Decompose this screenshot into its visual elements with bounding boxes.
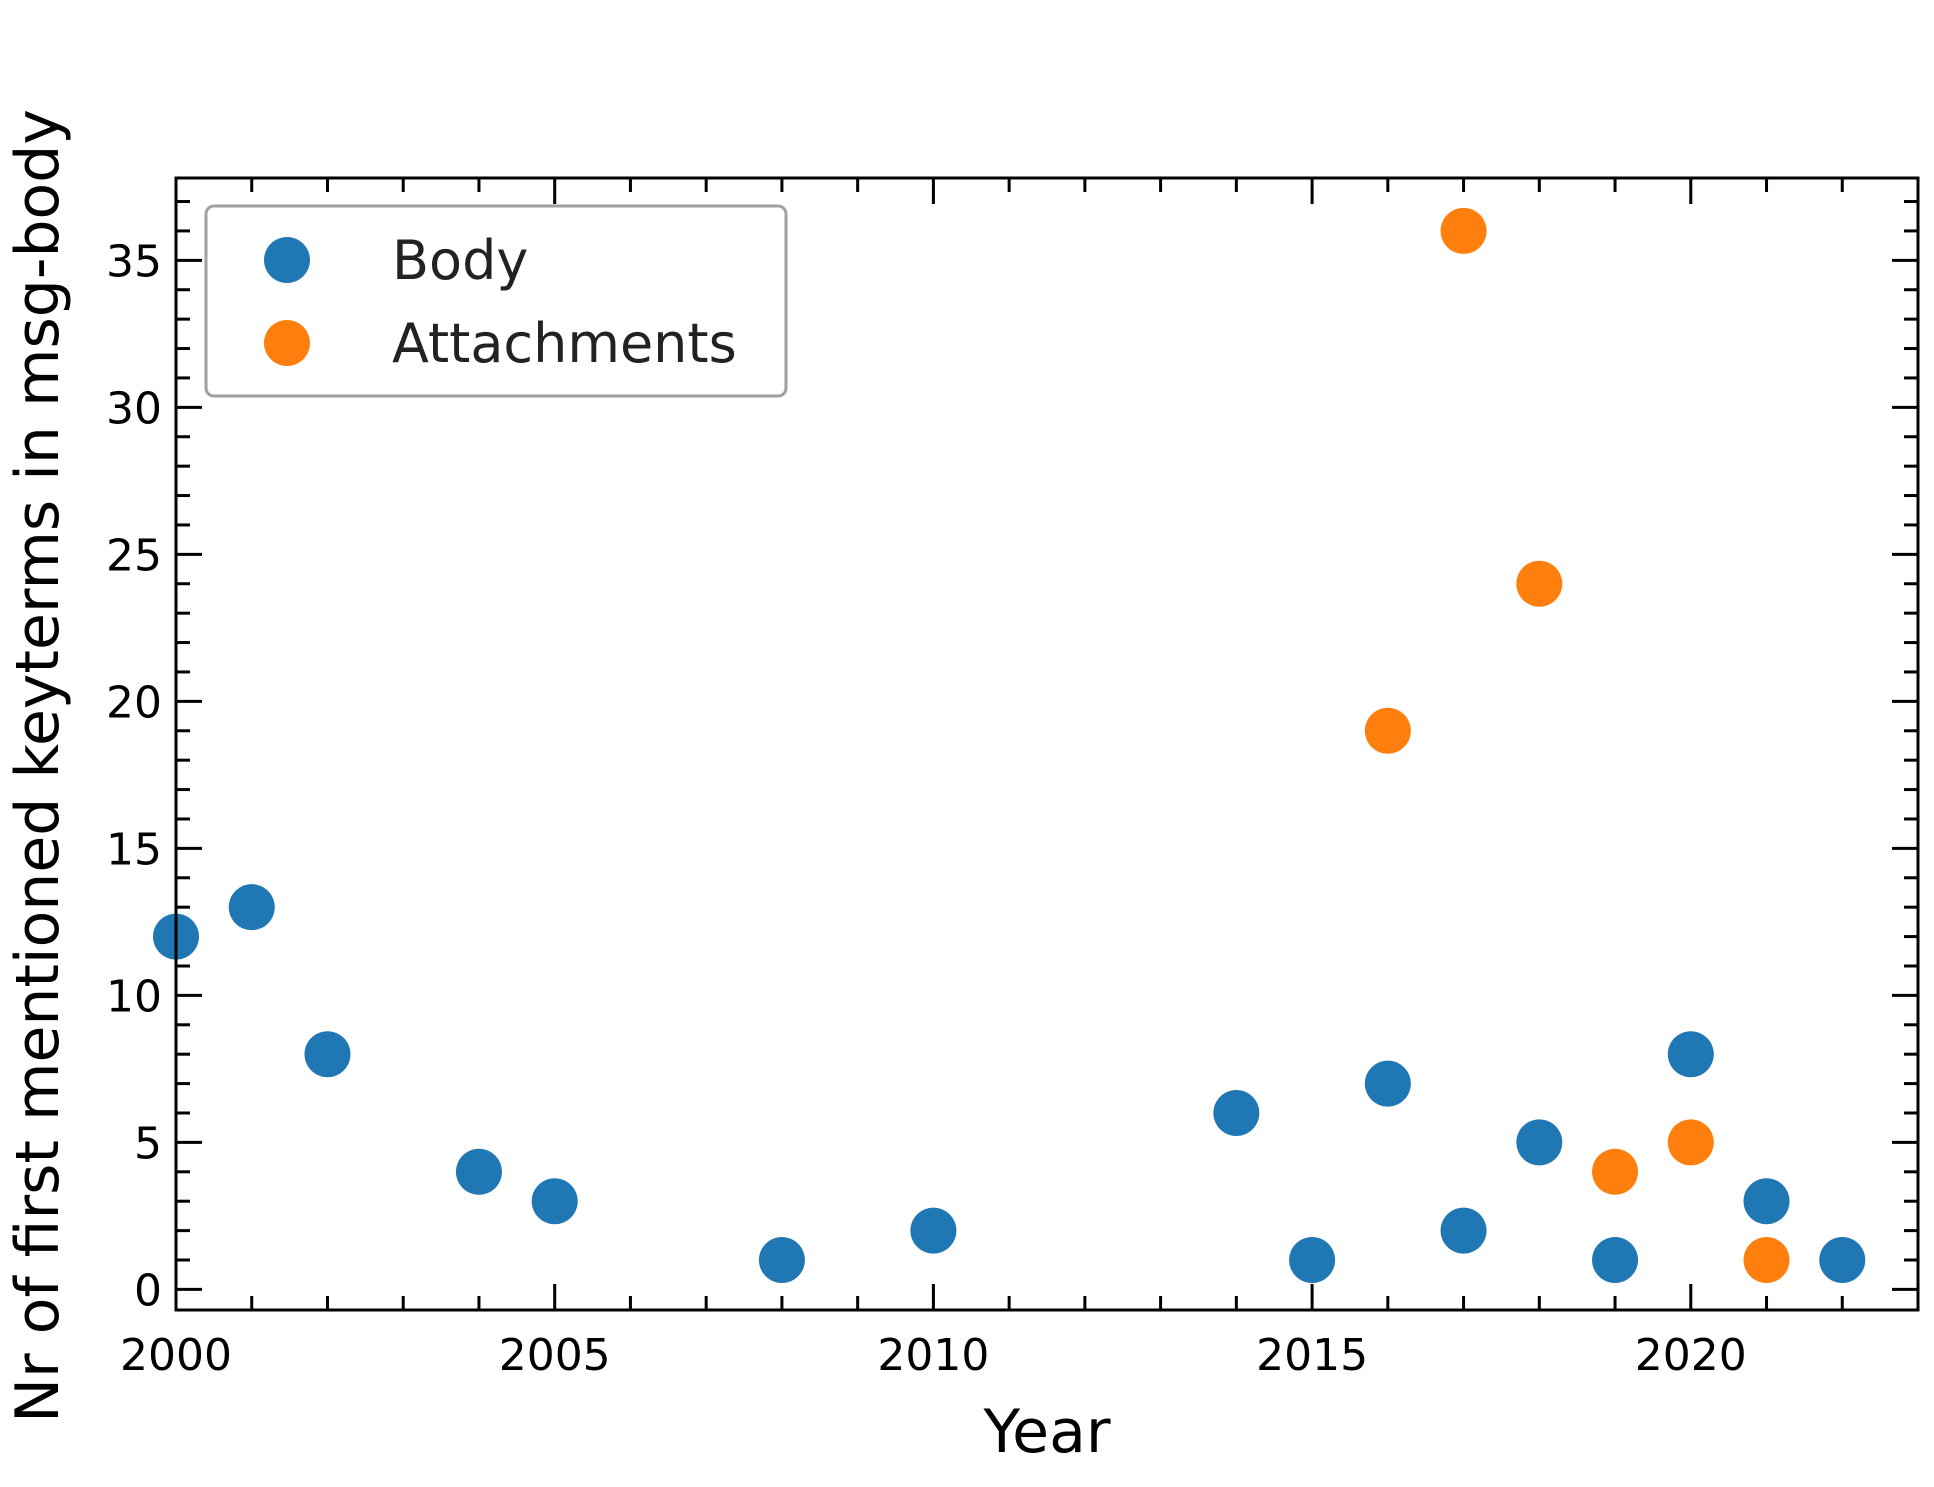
data-point: [455, 1148, 502, 1195]
axis-tick-labels: 2000 2005 2010 2015 2020 0 5 10 15 20 25 30 35: [106, 236, 1747, 1381]
data-point: [228, 884, 275, 931]
data-point: [1743, 1237, 1790, 1284]
y-tick-label: 20: [106, 677, 162, 728]
y-tick-label: 5: [134, 1118, 162, 1169]
y-tick-label: 35: [106, 236, 162, 287]
data-point: [1364, 707, 1411, 754]
y-tick-label: 15: [106, 824, 162, 875]
y-tick-label: 25: [106, 530, 162, 581]
legend-marker-body: [264, 237, 310, 283]
plot-frame: [174, 176, 1920, 1312]
legend: Body Attachments: [204, 204, 788, 398]
legend-marker-attachments: [264, 320, 310, 366]
data-point: [1440, 1207, 1487, 1254]
data-point: [1364, 1060, 1411, 1107]
data-point: [1819, 1237, 1866, 1284]
x-tick-label: 2005: [499, 1330, 611, 1381]
data-point: [1440, 207, 1487, 254]
data-point: [1213, 1090, 1260, 1137]
x-tick-label: 2010: [877, 1330, 989, 1381]
data-point: [304, 1031, 351, 1078]
legend-box: [204, 204, 788, 398]
data-point: [1516, 1119, 1563, 1166]
data-points: [153, 207, 1866, 1284]
y-tick-label: 0: [134, 1265, 162, 1316]
series-body: [153, 884, 1866, 1284]
data-point: [1289, 1237, 1336, 1284]
data-point: [758, 1237, 805, 1284]
y-axis-label: Nr of first mentioned keyterms in msg-bo…: [3, 109, 73, 1423]
legend-label-attachments: Attachments: [392, 312, 737, 375]
data-point: [910, 1207, 957, 1254]
legend-label-body: Body: [392, 229, 528, 292]
x-axis-label: Year: [982, 1397, 1110, 1467]
data-point: [1592, 1237, 1639, 1284]
data-point: [1743, 1178, 1790, 1225]
data-point: [1592, 1148, 1639, 1195]
x-tick-label: 2000: [120, 1330, 232, 1381]
x-tick-label: 2015: [1256, 1330, 1368, 1381]
data-point: [1667, 1031, 1714, 1078]
axis-ticks: [174, 178, 1920, 1310]
data-point: [1667, 1119, 1714, 1166]
y-tick-label: 30: [106, 383, 162, 434]
series-attachments: [1364, 207, 1790, 1284]
data-point: [1516, 560, 1563, 607]
y-tick-label: 10: [106, 971, 162, 1022]
data-point: [531, 1178, 578, 1225]
x-tick-label: 2020: [1635, 1330, 1747, 1381]
